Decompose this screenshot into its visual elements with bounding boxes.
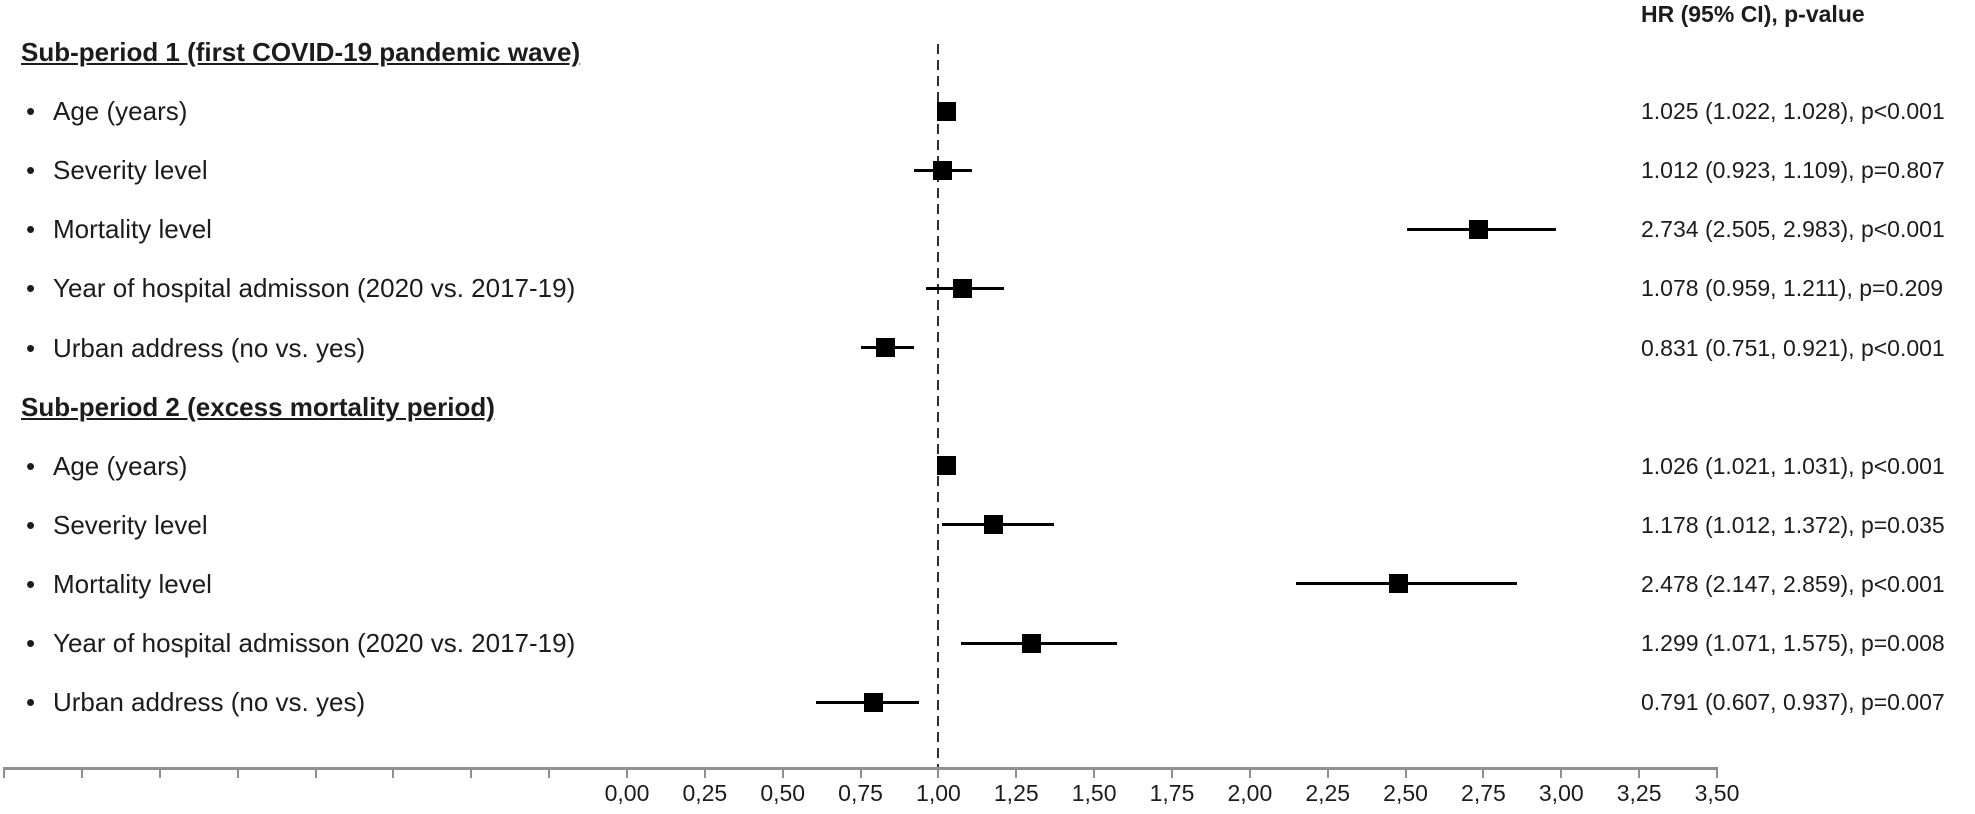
axis-tick (236, 770, 239, 778)
row-result: 2.734 (2.505, 2.983), p<0.001 (1641, 216, 1945, 243)
axis-tick (470, 770, 473, 778)
axis-tick (626, 770, 628, 778)
row-label-text: Severity level (53, 509, 208, 540)
axis-tick (1716, 770, 1718, 778)
row-label: • Mortality level (26, 213, 212, 245)
row-result: 1.026 (1.021, 1.031), p<0.001 (1641, 452, 1945, 479)
bullet-icon: • (26, 628, 36, 658)
row-result: 0.831 (0.751, 0.921), p<0.001 (1641, 334, 1945, 361)
axis-tick (1482, 770, 1485, 778)
axis-tick (937, 770, 940, 778)
axis-tick (859, 770, 862, 778)
x-axis-line (3, 767, 1718, 770)
axis-tick (1171, 770, 1173, 778)
group-heading: Sub-period 2 (excess mortality period) (21, 391, 495, 422)
axis-tick-label: 2,00 (1227, 780, 1273, 806)
row-label-text: Age (years) (53, 450, 188, 481)
hr-marker (863, 692, 883, 712)
axis-tick-label: 0,50 (760, 780, 806, 806)
hr-marker (937, 456, 957, 476)
hr-marker (1468, 219, 1488, 239)
bullet-icon: • (26, 332, 36, 363)
row-result: 1.025 (1.022, 1.028), p<0.001 (1641, 98, 1945, 125)
axis-tick (548, 770, 551, 778)
axis-tick (781, 770, 784, 778)
row-label: • Mortality level (26, 568, 212, 600)
bullet-icon: • (26, 509, 36, 540)
row-label: • Severity level (26, 154, 208, 186)
axis-tick-label: 1,50 (1071, 780, 1117, 806)
row-result: 1.178 (1.012, 1.372), p=0.035 (1641, 511, 1945, 538)
results-column-header: HR (95% CI), p-value (1641, 1, 1865, 27)
hr-marker (876, 338, 896, 357)
bullet-icon: • (26, 96, 36, 127)
axis-tick (1015, 770, 1018, 778)
row-result: 1.012 (0.923, 1.109), p=0.807 (1641, 157, 1945, 184)
axis-tick-label: 2,75 (1461, 780, 1506, 806)
hr-marker (936, 101, 956, 121)
group-heading: Sub-period 1 (first COVID-19 pandemic wa… (21, 37, 581, 67)
axis-tick-label: 1,00 (916, 780, 961, 806)
bullet-icon: • (26, 214, 36, 245)
axis-tick (1093, 770, 1096, 778)
row-label-text: Mortality level (53, 214, 212, 245)
axis-tick (1560, 770, 1563, 778)
hr-marker (953, 278, 973, 298)
hr-marker (984, 515, 1004, 535)
row-label: • Severity level (26, 509, 208, 541)
bullet-icon: • (26, 568, 36, 599)
axis-tick (80, 770, 83, 778)
row-label-text: Age (years) (53, 96, 188, 127)
row-label: • Age (years) (26, 450, 187, 482)
axis-tick (703, 770, 706, 778)
axis-tick (392, 770, 395, 778)
row-label-text: Urban address (no vs. yes) (53, 687, 366, 718)
row-label-text: Mortality level (53, 568, 212, 599)
row-label: • Urban address (no vs. yes) (26, 332, 365, 364)
bullet-icon: • (26, 687, 36, 718)
axis-tick-label: 1,75 (1149, 780, 1195, 806)
row-result: 2.478 (2.147, 2.859), p<0.001 (1641, 570, 1945, 597)
row-label-text: Year of hospital admisson (2020 vs. 2017… (53, 628, 576, 658)
axis-tick-label: 3,00 (1538, 780, 1584, 806)
hr-marker (1022, 633, 1042, 653)
axis-tick (314, 770, 317, 778)
row-label: • Age (years) (26, 95, 187, 127)
axis-tick (1638, 770, 1641, 778)
axis-tick (3, 770, 6, 778)
hr-marker (1389, 574, 1409, 594)
row-label-text: Year of hospital admisson (2020 vs. 2017… (53, 273, 576, 304)
axis-tick-label: 0,75 (838, 780, 883, 806)
hr-marker (932, 160, 952, 180)
axis-tick (1248, 770, 1251, 778)
axis-tick-label: 2,25 (1305, 780, 1351, 806)
row-result: 1.299 (1.071, 1.575), p=0.008 (1641, 630, 1945, 656)
bullet-icon: • (26, 450, 36, 481)
row-label-text: Severity level (53, 155, 208, 186)
axis-tick-label: 3,50 (1694, 780, 1740, 806)
axis-tick (158, 770, 161, 778)
row-label: • Year of hospital admisson (2020 vs. 201… (26, 627, 575, 659)
row-label: • Urban address (no vs. yes) (26, 686, 365, 718)
axis-tick (1404, 770, 1407, 778)
row-result: 0.791 (0.607, 0.937), p=0.007 (1641, 689, 1945, 716)
row-label-text: Urban address (no vs. yes) (53, 332, 366, 363)
axis-tick-label: 0,00 (604, 780, 650, 806)
axis-tick-label: 0,25 (682, 780, 728, 806)
reference-line (937, 44, 940, 770)
axis-tick-label: 1,25 (993, 780, 1039, 806)
row-result: 1.078 (0.959, 1.211), p=0.209 (1641, 275, 1944, 302)
bullet-icon: • (26, 155, 36, 186)
row-label: • Year of hospital admisson (2020 vs. 201… (26, 272, 575, 304)
bullet-icon: • (26, 273, 36, 304)
axis-tick-label: 2,50 (1383, 780, 1428, 806)
axis-tick (1326, 770, 1329, 778)
axis-tick-label: 3,25 (1616, 780, 1662, 806)
